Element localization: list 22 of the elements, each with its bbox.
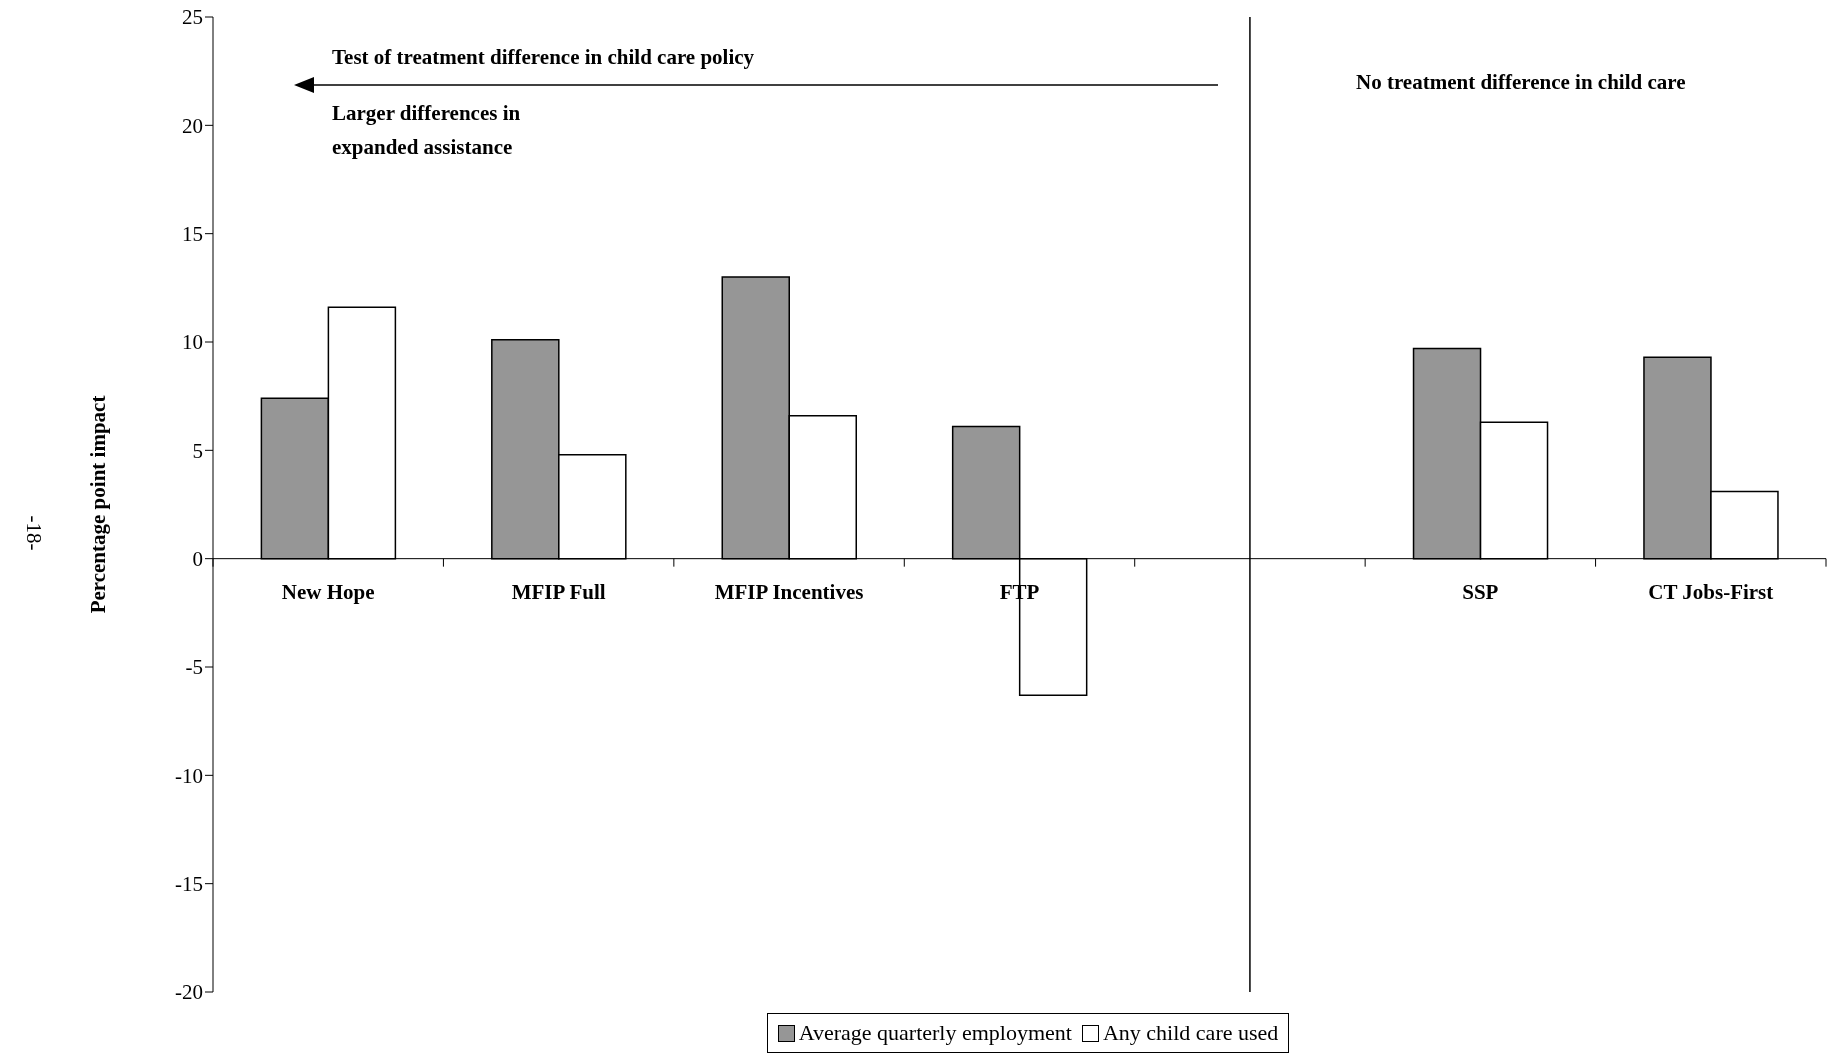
x-tick-label: New Hope: [281, 579, 375, 604]
y-tick-label: 15: [182, 222, 203, 247]
legend-label: Any child care used: [1101, 1020, 1279, 1046]
annotation: Test of treatment difference in child care policy: [332, 44, 755, 71]
annotation: Larger differences in expanded assistance: [332, 100, 522, 161]
y-tick-label: 0: [192, 547, 203, 572]
y-tick-label: -5: [185, 655, 203, 680]
text: -18-: [20, 515, 47, 551]
x-tick-label: CT Jobs-First: [1648, 579, 1774, 604]
x-tick-label: MFIP Full: [511, 579, 606, 604]
y-tick-label: 25: [182, 5, 203, 30]
y-axis-title: Percentage point impact: [86, 395, 111, 614]
y-tick-label: -15: [175, 872, 203, 897]
legend-label: Average quarterly employment: [797, 1020, 1072, 1046]
x-tick-label: SSP: [1462, 579, 1499, 604]
y-tick-label: 5: [192, 438, 203, 463]
y-tick-label: 10: [182, 330, 203, 355]
y-tick-label: 20: [182, 113, 203, 138]
x-tick-label: MFIP Incentives: [714, 579, 864, 604]
annotation: No treatment difference in child care: [1356, 69, 1686, 96]
y-tick-label: -20: [175, 980, 203, 1005]
y-tick-label: -10: [175, 763, 203, 788]
